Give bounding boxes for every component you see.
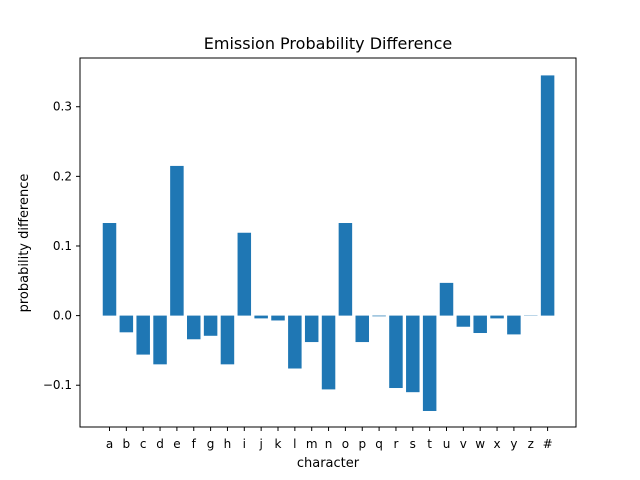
bar-v xyxy=(456,315,471,327)
bar-hash xyxy=(540,75,555,316)
y-tick-label: 0.2 xyxy=(53,169,72,183)
x-tick-label: o xyxy=(342,437,349,451)
bar-s xyxy=(406,315,420,393)
bar-k xyxy=(271,315,285,321)
bar-x xyxy=(490,315,504,319)
bar-d xyxy=(153,315,167,365)
x-tick-label: l xyxy=(293,437,296,451)
bar-n xyxy=(321,315,336,390)
bar-q xyxy=(372,315,386,317)
x-tick-label: p xyxy=(358,437,366,451)
x-tick-label: m xyxy=(306,437,318,451)
x-tick-label: a xyxy=(106,437,113,451)
chart-title: Emission Probability Difference xyxy=(204,34,452,53)
bar-m xyxy=(304,315,319,343)
bar-u xyxy=(439,282,454,316)
y-tick-label: −0.1 xyxy=(43,378,72,392)
y-tick-label: 0.3 xyxy=(53,100,72,114)
bar-i xyxy=(237,232,252,316)
x-tick-label: e xyxy=(173,437,180,451)
x-tick-label: # xyxy=(543,437,553,451)
bar-g xyxy=(203,315,218,336)
bar-r xyxy=(389,315,403,389)
bar-l xyxy=(288,315,302,369)
x-tick-label: f xyxy=(192,437,197,451)
x-tick-label: r xyxy=(393,437,398,451)
x-tick-label: i xyxy=(243,437,246,451)
x-tick-label: q xyxy=(375,437,383,451)
plot-frame xyxy=(79,57,577,428)
x-tick-label: c xyxy=(140,437,147,451)
x-tick-label: h xyxy=(224,437,232,451)
x-tick-label: w xyxy=(475,437,485,451)
x-tick-label: u xyxy=(443,437,451,451)
x-tick-label: s xyxy=(410,437,416,451)
bar-c xyxy=(136,315,150,355)
y-axis-ticks: −0.1 0.0 0.1 0.2 0.3 xyxy=(43,100,80,392)
x-tick-label: x xyxy=(493,437,500,451)
x-tick-label: z xyxy=(528,437,534,451)
x-axis-label: character xyxy=(297,456,360,471)
x-tick-label: d xyxy=(156,437,164,451)
bar-p xyxy=(355,315,369,343)
y-tick-label: 0.1 xyxy=(53,239,72,253)
x-tick-label: v xyxy=(460,437,467,451)
bar-y xyxy=(507,315,521,335)
bars-group xyxy=(102,75,555,411)
x-tick-label: y xyxy=(510,437,517,451)
x-tick-label: t xyxy=(427,437,432,451)
y-tick-label: 0.0 xyxy=(53,309,72,323)
x-tick-label: n xyxy=(325,437,333,451)
bar-j xyxy=(254,315,268,319)
x-axis-ticks: a b c d e f g h i j k l m n o p q r s t u v w x y z # xyxy=(106,427,553,451)
x-tick-label: k xyxy=(275,437,282,451)
bar-e xyxy=(170,165,184,316)
bar-t xyxy=(422,315,437,411)
x-tick-label: b xyxy=(123,437,131,451)
bar-h xyxy=(220,315,235,365)
bar-w xyxy=(473,315,487,334)
bar-f xyxy=(187,315,201,340)
bar-a xyxy=(102,223,117,316)
bar-b xyxy=(119,315,134,333)
bar-o xyxy=(338,223,353,316)
x-tick-label: g xyxy=(207,437,215,451)
x-tick-label: j xyxy=(258,437,262,451)
y-axis-label: probability difference xyxy=(17,174,32,313)
